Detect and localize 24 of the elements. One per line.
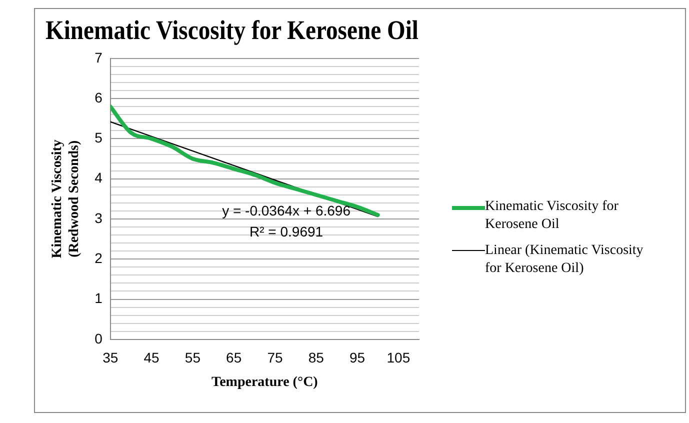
chart-title: Kinematic Viscosity for Kerosene Oil: [45, 16, 419, 46]
y-tick-label: 3: [94, 210, 103, 226]
x-tick-label: 45: [144, 350, 160, 366]
annotation: y = -0.0364x + 6.696: [222, 202, 351, 218]
legend-label: Kinematic Viscosity for Kerosene Oil: [485, 198, 620, 234]
x-tick-label: 75: [267, 350, 283, 366]
x-tick-label: 35: [102, 350, 118, 366]
x-tick-label: 85: [308, 350, 324, 366]
y-tick-label: 7: [94, 49, 103, 66]
x-tick-label: 55: [184, 350, 201, 366]
annotation: R² = 0.9691: [250, 223, 324, 240]
y-tick-label: 6: [94, 89, 103, 106]
x-tick-label: 105: [386, 350, 410, 366]
y-tick-label: 2: [94, 250, 103, 266]
x-tick-label: 65: [226, 350, 242, 366]
y-axis-title: Kinematic Viscosity (Redwood Seconds): [50, 140, 82, 258]
y-tick-label: 5: [94, 130, 103, 146]
legend-label: Linear (Kinematic Viscosity for Kerosene Oil): [485, 242, 644, 278]
y-tick-label: 1: [94, 290, 103, 306]
x-axis-title: Temperature (°C): [212, 375, 318, 390]
line-series: [110, 104, 380, 217]
y-tick-label: 0: [94, 330, 103, 346]
y-tick-label: 4: [94, 170, 103, 186]
x-tick-label: 95: [349, 350, 366, 366]
